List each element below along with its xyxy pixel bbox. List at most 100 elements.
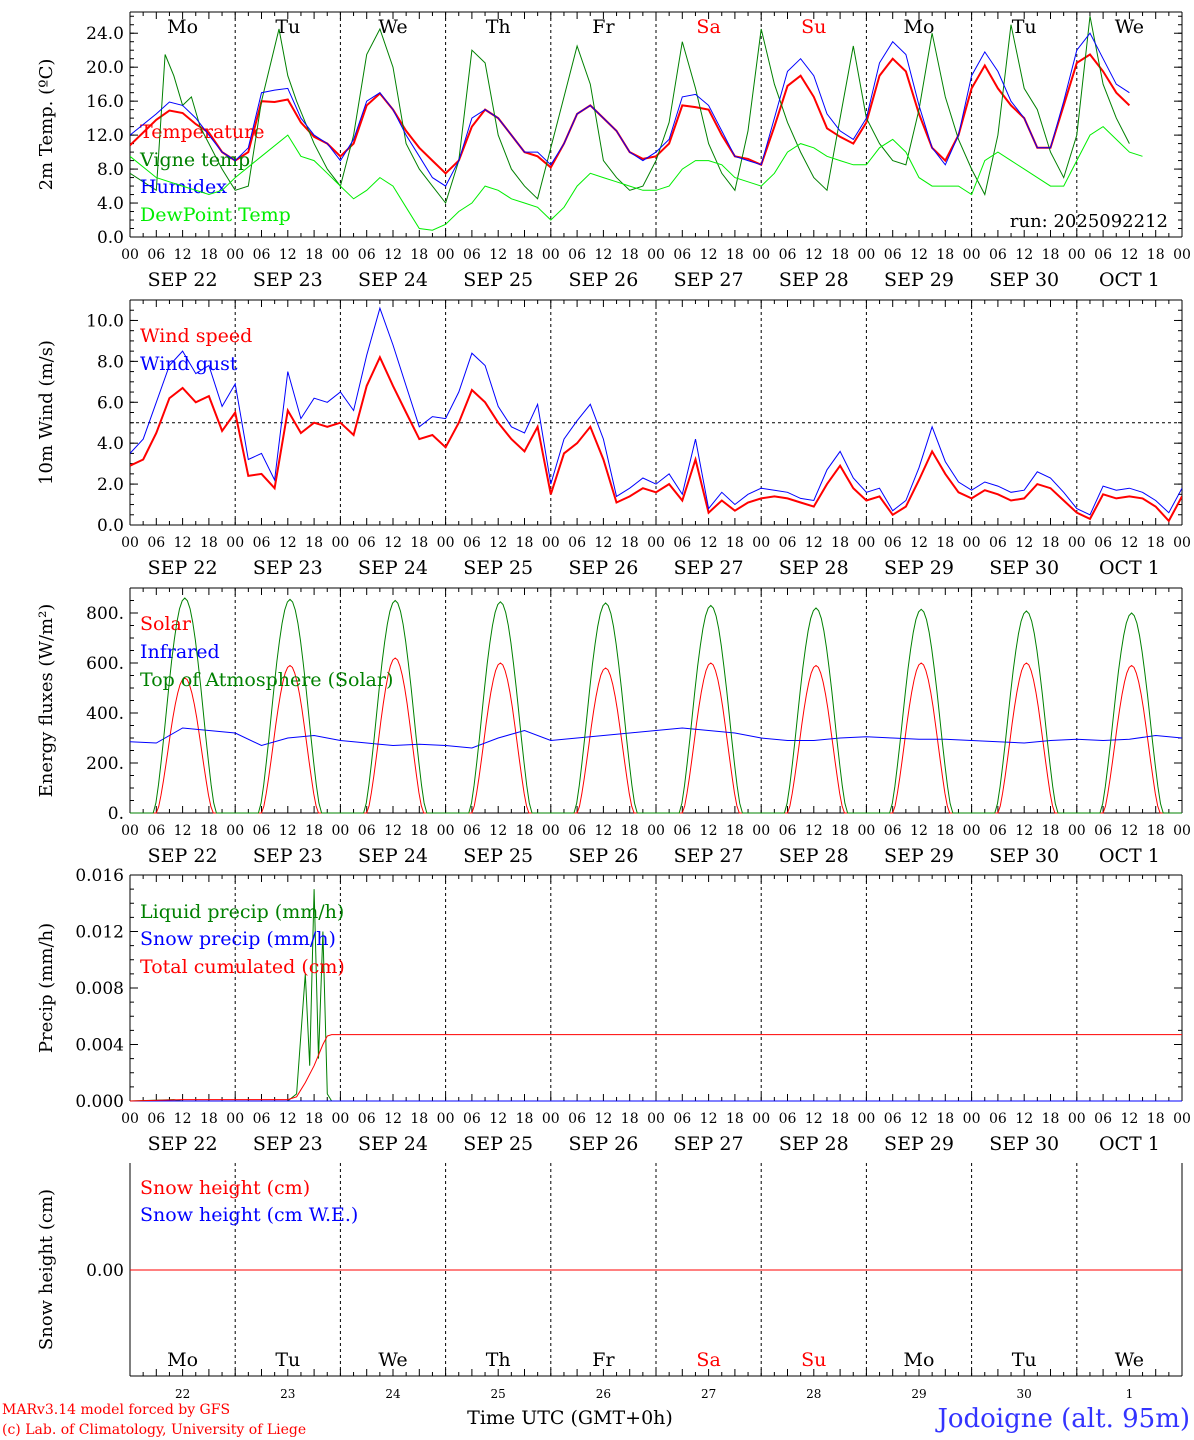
x-hour-label: 18 [936,823,954,839]
x-hour-label: 12 [489,823,507,839]
legend-liquid-precip-mm-h-: Liquid precip (mm/h) [140,901,344,923]
x-hour-label: 06 [884,247,902,263]
x-hour-label: 18 [410,247,428,263]
x-hour-label: 06 [673,535,691,551]
weekday-label: We [1115,16,1144,38]
x-hour-label: 06 [147,535,165,551]
x-hour-label: 12 [174,535,192,551]
x-hour-label: 18 [516,1111,534,1127]
x-date-label: SEP 22 [148,1133,218,1155]
y-tick-label: 4.0 [97,194,124,214]
legend-snow-precip-mm-h-: Snow precip (mm/h) [140,928,336,950]
x-date-label: 26 [596,1387,611,1401]
y-tick-label: 0.0 [97,228,124,248]
weekday-label: Mo [904,1349,935,1371]
x-hour-label: 06 [253,535,271,551]
x-hour-label: 00 [437,247,455,263]
x-date-label: SEP 27 [674,1133,744,1155]
legend-wind-speed: Wind speed [140,325,252,347]
x-hour-label: 06 [1094,247,1112,263]
x-date-label: SEP 29 [884,845,954,867]
x-hour-label: 12 [279,535,297,551]
x-hour-label: 12 [1120,535,1138,551]
x-hour-label: 18 [305,535,323,551]
x-hour-label: 06 [779,247,797,263]
x-hour-label: 18 [305,247,323,263]
x-hour-label: 12 [1120,823,1138,839]
x-hour-label: 18 [1147,823,1165,839]
panel-snow: 0.00 Snow height (cm) Mo Tu We Th Fr Sa Su Mo Tu We… [36,1163,1183,1401]
x-hour-label: 18 [621,823,639,839]
x-hour-label: 06 [989,535,1007,551]
y-axis-title: 10m Wind (m/s) [36,340,57,485]
x-hour-label: 06 [147,1111,165,1127]
x-hour-label: 06 [147,823,165,839]
legend-snow-height-cm-: Snow height (cm) [140,1177,310,1199]
x-hour-label: 12 [279,247,297,263]
x-date-label: SEP 29 [884,269,954,291]
x-hour-label: 06 [779,535,797,551]
x-hour-label: 18 [1042,823,1060,839]
y-tick-label: 2.0 [97,475,124,495]
series-line-vigne-temp [130,16,1130,205]
x-date-label: SEP 28 [779,557,849,579]
x-date-label: SEP 23 [253,269,323,291]
legend-solar: Solar [140,613,192,635]
x-date-label: SEP 22 [148,557,218,579]
x-hour-label: 18 [726,823,744,839]
x-hour-label: 00 [963,823,981,839]
x-date-label: SEP 24 [358,269,428,291]
x-date-label: 27 [701,1387,716,1401]
x-hour-label: 18 [1147,247,1165,263]
x-hour-label: 00 [752,1111,770,1127]
x-hour-label: 18 [1042,535,1060,551]
x-hour-label: 00 [752,823,770,839]
legend-vigne-temp: Vigne temp [139,149,250,171]
x-hour-label: 18 [1042,1111,1060,1127]
x-hour-label: 12 [489,247,507,263]
x-hour-label: 00 [542,1111,560,1127]
x-hour-label: 18 [516,823,534,839]
x-hour-label: 06 [253,823,271,839]
x-hour-label: 18 [410,535,428,551]
x-hour-label: 06 [568,1111,586,1127]
weekday-label: Su [801,1349,826,1371]
x-hour-label: 12 [805,247,823,263]
x-hour-label: 12 [594,535,612,551]
x-hour-label: 06 [568,535,586,551]
x-hour-label: 12 [700,535,718,551]
x-hour-label: 00 [226,1111,244,1127]
credit-line-1: MARv3.14 model forced by GFS [2,1402,230,1418]
series-line-dewpoint-temp [130,125,1143,231]
x-hour-label: 00 [857,247,875,263]
x-date-label: SEP 29 [884,557,954,579]
x-hour-label: 06 [989,247,1007,263]
x-date-label: SEP 28 [779,269,849,291]
x-hour-label: 06 [673,247,691,263]
y-tick-label: 16.0 [86,92,124,112]
weekday-label: Mo [904,16,935,38]
series-line-temperature [130,53,1131,175]
x-hour-label: 00 [121,823,139,839]
x-date-label: SEP 28 [779,1133,849,1155]
legend-top-of-atmosphere-solar-: Top of Atmosphere (Solar) [140,669,393,691]
weekday-label: Th [486,16,511,38]
x-date-label: SEP 25 [463,269,533,291]
weekday-label: Sa [696,1349,720,1371]
x-hour-label: 18 [1147,1111,1165,1127]
x-hour-label: 18 [621,247,639,263]
weekday-label: We [378,1349,407,1371]
panel-wind: 0.0 2.0 4.0 6.0 8.0 10.0 10m Wind (m/s) 00 06 12 1… [36,299,1191,579]
x-hour-label: 18 [305,823,323,839]
x-hour-label: 12 [700,247,718,263]
y-axis-title: Energy fluxes (W/m²) [36,604,57,798]
x-hour-label: 00 [331,535,349,551]
x-hour-label: 12 [1015,1111,1033,1127]
x-date-label: OCT 1 [1099,557,1160,579]
run-label: run: 2025092212 [1010,211,1168,232]
location-label: Jodoigne (alt. 95m) [934,1404,1190,1434]
weekday-label: We [1115,1349,1144,1371]
legend-total-cumulated-cm-: Total cumulated (cm) [140,956,345,978]
x-hour-label: 18 [831,535,849,551]
